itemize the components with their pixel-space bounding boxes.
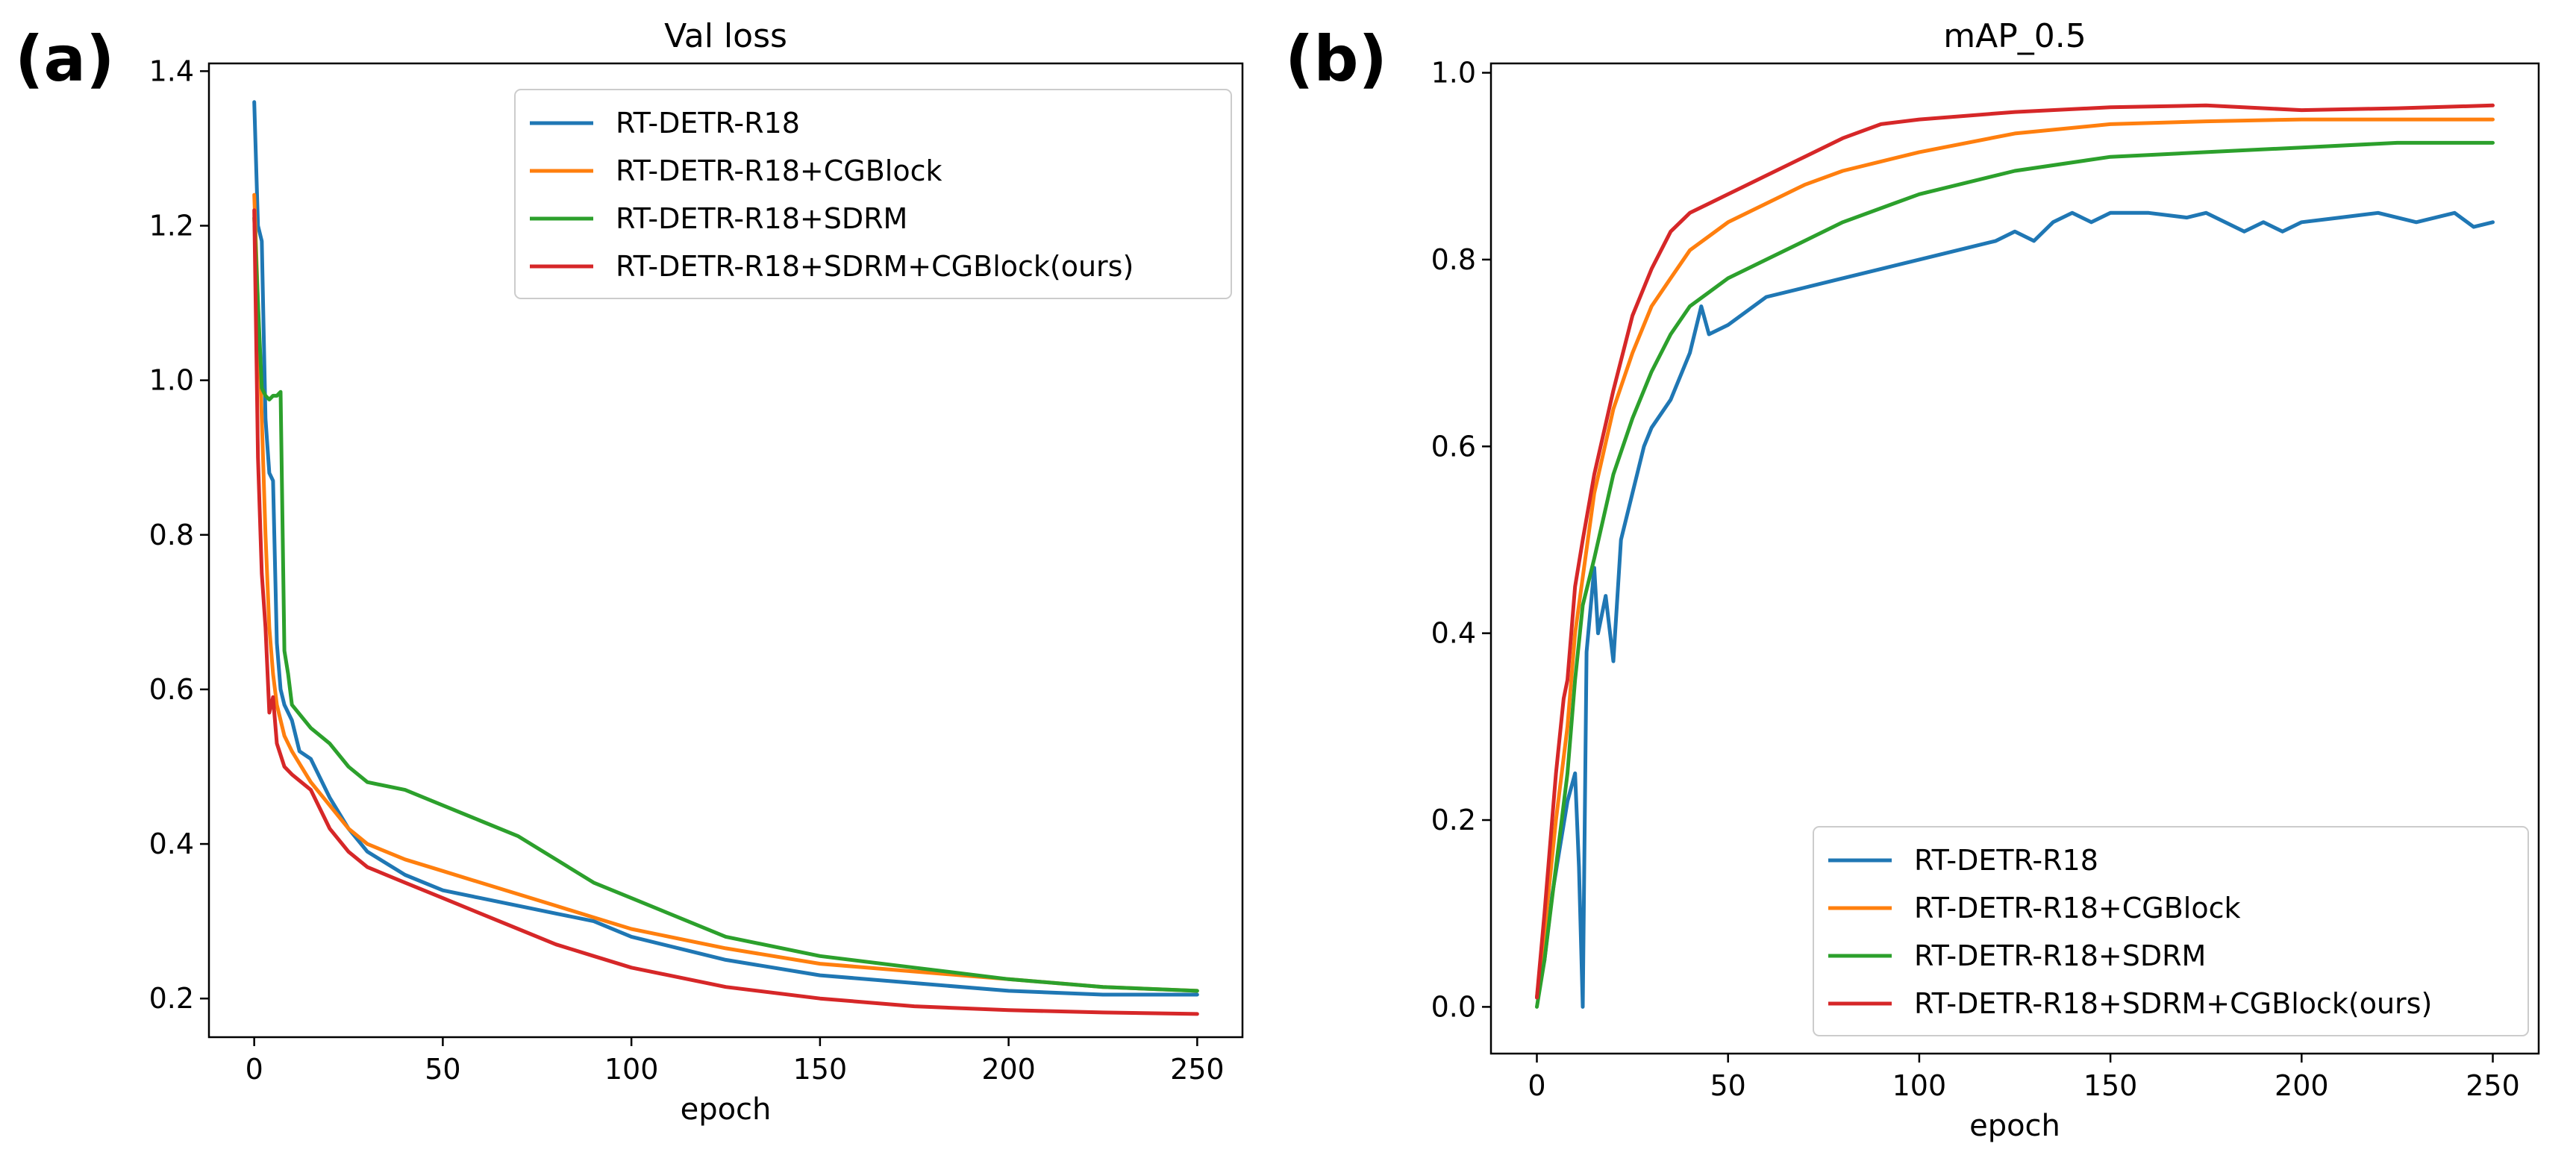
- legend-label: RT-DETR-R18+CGBlock: [616, 154, 942, 187]
- x-tick-label: 150: [793, 1053, 848, 1086]
- y-tick-label: 1.2: [149, 210, 194, 243]
- plot-frame: [1489, 62, 2540, 1055]
- legend-label: RT-DETR-R18: [616, 107, 800, 140]
- y-tick-label: 0.2: [1431, 804, 1476, 836]
- series-line: [252, 208, 1199, 1016]
- x-tick-label: 200: [981, 1053, 1036, 1086]
- val-loss-chart: Val loss 0 50 100 150 200 250 0.2 0.4 0.6 0.8 1.0 1.…: [149, 17, 1244, 1127]
- x-tick-label: 200: [2275, 1069, 2329, 1102]
- x-tick-label: 0: [246, 1053, 263, 1086]
- x-tick-label: 250: [2466, 1069, 2520, 1102]
- series-line: [1535, 103, 2495, 1000]
- legend-label: RT-DETR-R18+CGBlock: [1914, 892, 2240, 924]
- series-line: [252, 216, 1199, 993]
- y-tick-label: 1.4: [149, 54, 194, 87]
- legend-label: RT-DETR-R18+SDRM+CGBlock(ours): [1914, 987, 2432, 1020]
- series-line: [252, 100, 1199, 997]
- y-tick-label: 0.2: [149, 982, 194, 1015]
- legend-box: [1813, 826, 2529, 1036]
- legend-label: RT-DETR-R18+SDRM: [616, 202, 907, 235]
- legend-box: [514, 89, 1232, 299]
- y-tick-label: 1.0: [149, 364, 194, 397]
- y-tick-label: 0.4: [149, 827, 194, 860]
- legend-label: RT-DETR-R18+SDRM: [1914, 939, 2206, 972]
- x-axis-label: epoch: [1969, 1109, 2060, 1143]
- x-tick-label: 50: [1710, 1069, 1746, 1102]
- series-line: [1535, 210, 2495, 1009]
- chart-title: mAP_0.5: [1943, 17, 2086, 55]
- y-tick-label: 0.6: [1431, 430, 1476, 463]
- x-tick-label: 250: [1170, 1053, 1225, 1086]
- x-tick-label: 50: [425, 1053, 460, 1086]
- y-tick-label: 0.8: [1431, 243, 1476, 276]
- legend-label: RT-DETR-R18: [1914, 844, 2098, 877]
- panel-label-a: (a): [15, 22, 114, 96]
- y-tick-label: 0.0: [1431, 990, 1476, 1023]
- x-tick-label: 0: [1528, 1069, 1545, 1102]
- x-tick-label: 100: [604, 1053, 659, 1086]
- series-line: [1535, 140, 2495, 1009]
- series-line: [1535, 117, 2495, 1000]
- panel-label-b: (b): [1285, 22, 1387, 96]
- legend-label: RT-DETR-R18+SDRM+CGBlock(ours): [616, 250, 1134, 283]
- x-tick-label: 150: [2083, 1069, 2138, 1102]
- y-tick-label: 0.4: [1431, 617, 1476, 650]
- chart-title: Val loss: [664, 17, 787, 55]
- map-chart: mAP_0.5 0 50 100 150 200 250 0.0 0.2 0.4 0.6 0.8 1.0…: [1431, 17, 2540, 1143]
- y-tick-label: 1.0: [1431, 57, 1476, 90]
- x-axis-label: epoch: [681, 1092, 772, 1127]
- y-tick-label: 0.8: [149, 519, 194, 551]
- series-line: [252, 193, 1199, 993]
- y-tick-label: 0.6: [149, 673, 194, 706]
- x-tick-label: 100: [1892, 1069, 1947, 1102]
- plot-frame: [207, 62, 1244, 1039]
